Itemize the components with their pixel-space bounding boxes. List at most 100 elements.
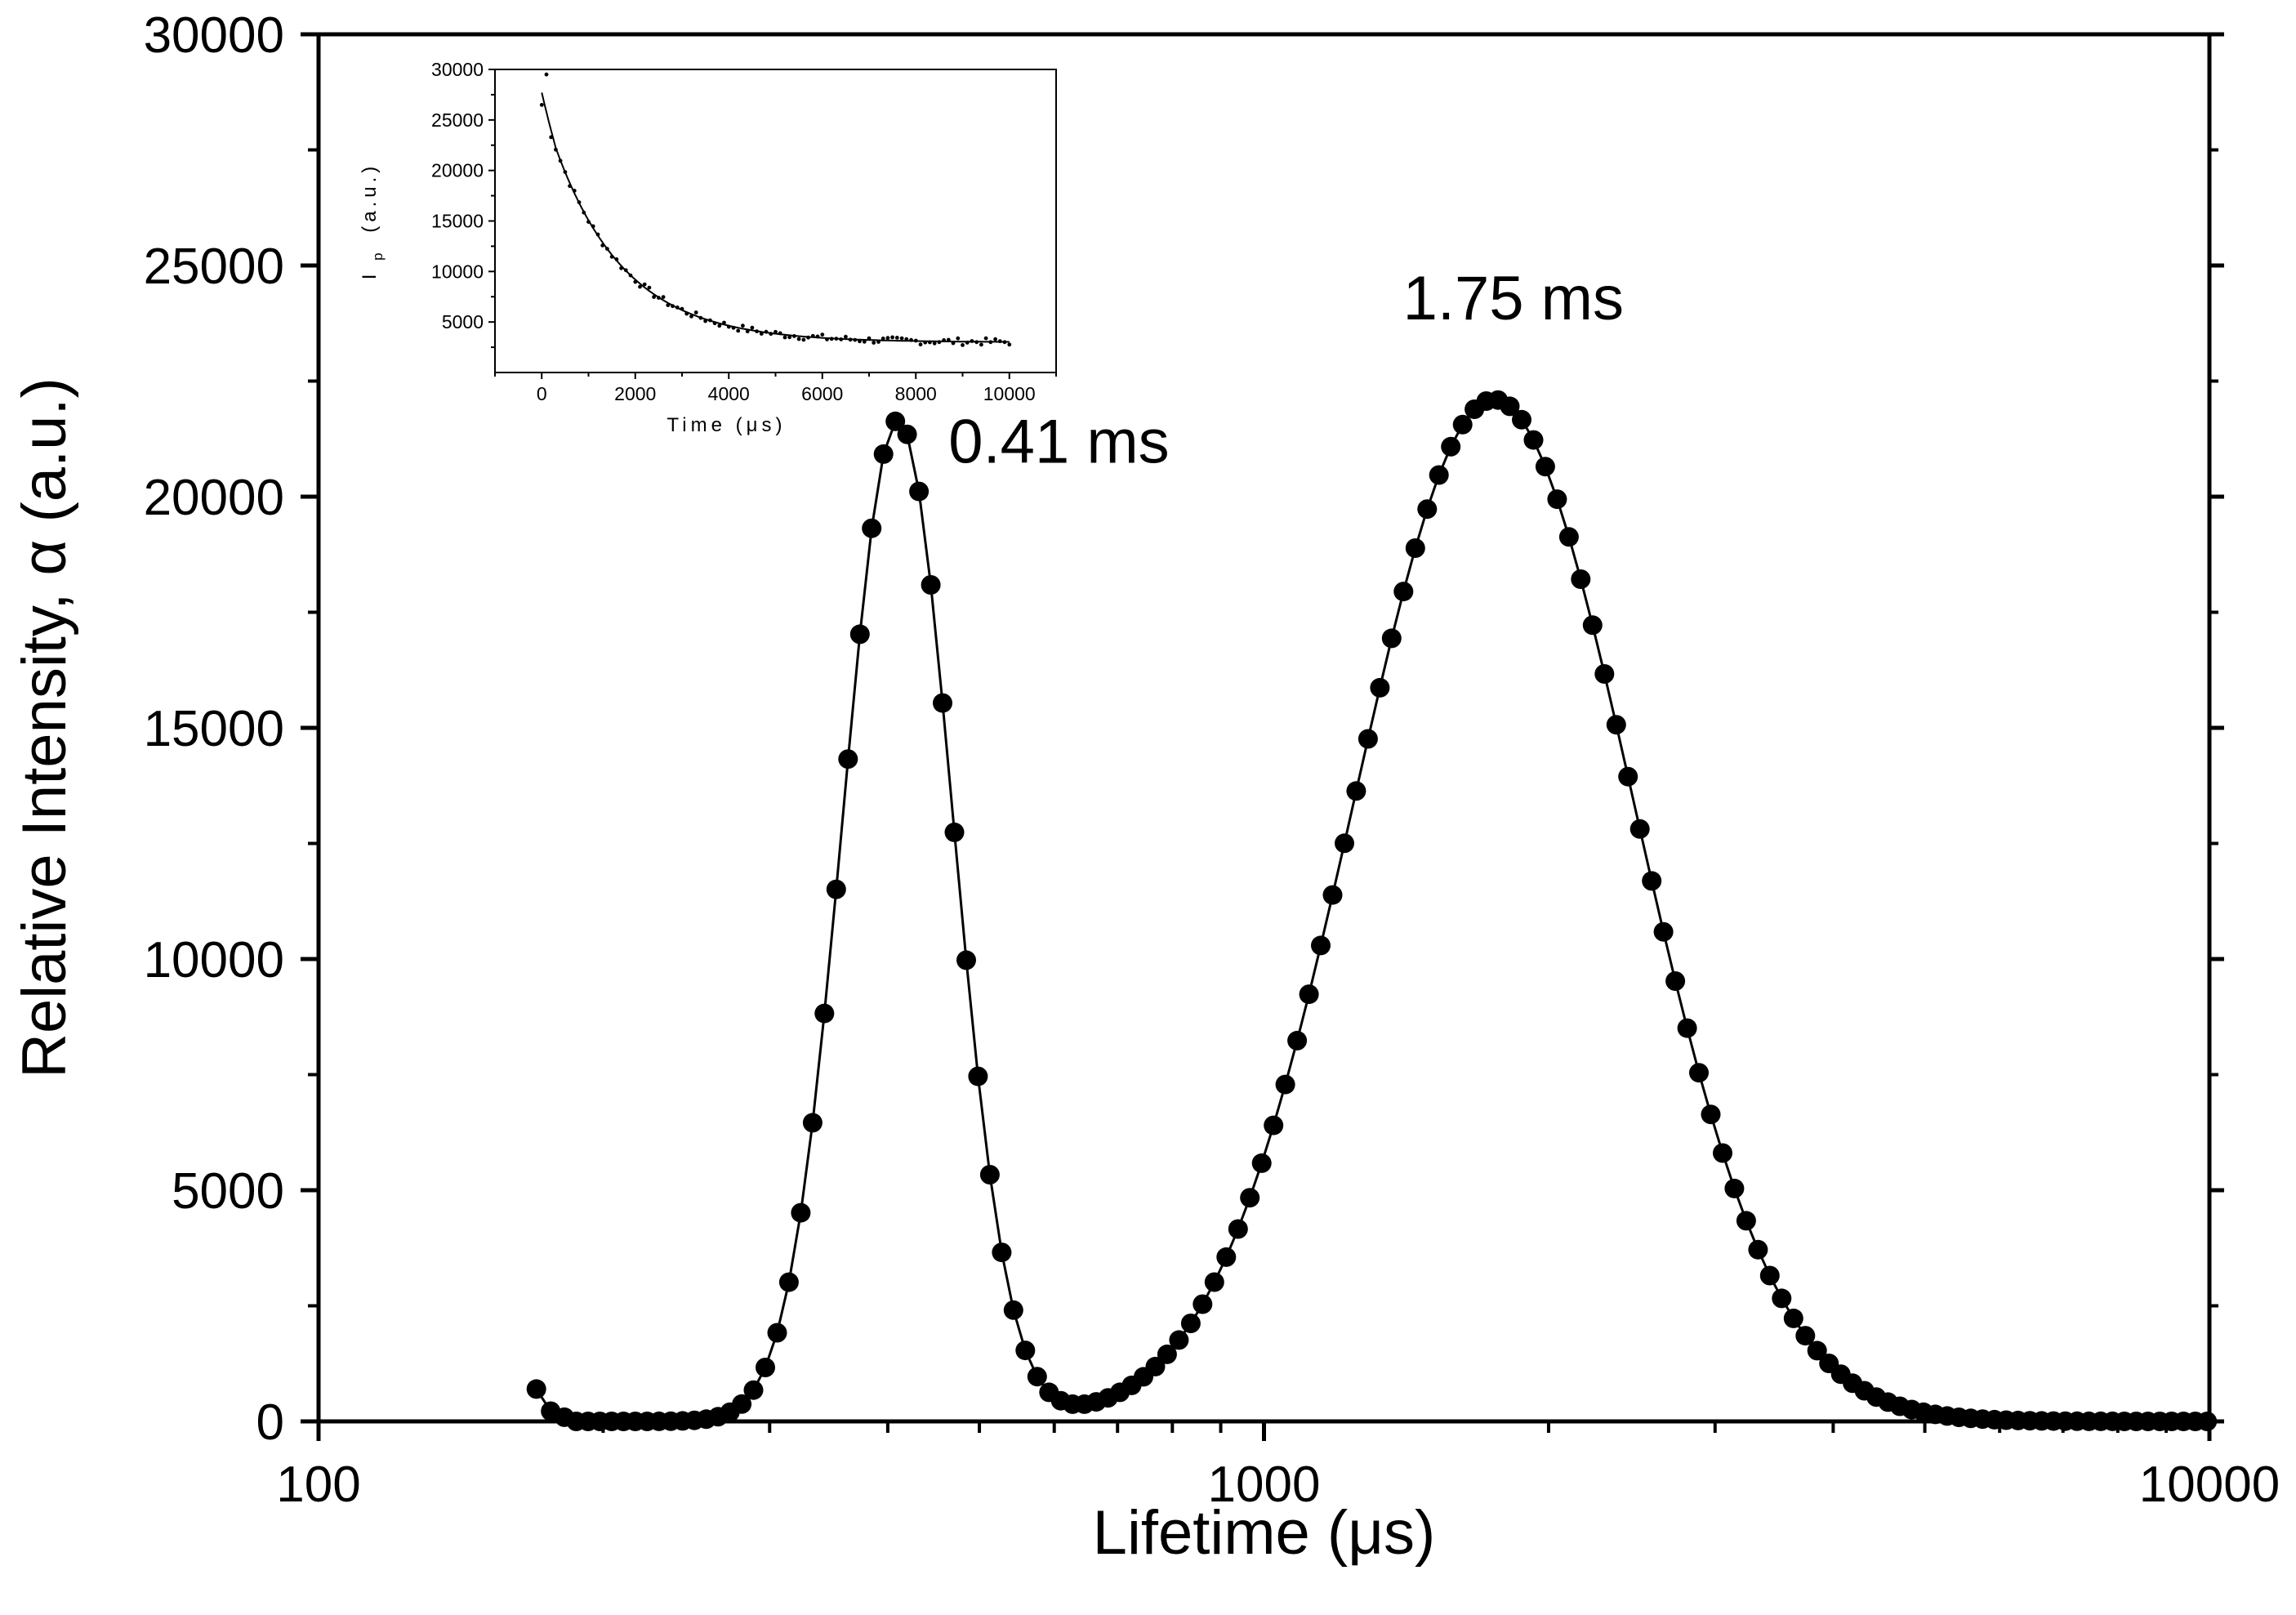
data-point	[862, 518, 882, 538]
inset-point	[549, 135, 554, 140]
y-axis-title: Relative Intensity, α (a.u.)	[10, 377, 79, 1078]
inset-point	[904, 337, 909, 341]
inset-point	[722, 320, 726, 325]
data-point	[1193, 1294, 1213, 1314]
data-point	[1558, 527, 1579, 547]
inset-point	[586, 220, 591, 224]
peak-annotation-short: 0.41 ms	[948, 408, 1169, 477]
data-point	[897, 424, 917, 444]
data-point	[1335, 833, 1354, 854]
inset-point	[764, 329, 769, 334]
inset-point	[825, 337, 829, 341]
inset-point	[600, 243, 605, 248]
inset-point	[885, 336, 890, 341]
inset-y-tick-label: 30000	[431, 59, 484, 80]
inset-point	[923, 340, 928, 345]
inset-x-tick-label: 6000	[801, 383, 843, 404]
inset-point	[628, 273, 633, 278]
data-point	[791, 1202, 811, 1223]
inset-frame	[494, 69, 1057, 373]
data-point	[979, 1165, 1000, 1184]
data-point	[1393, 582, 1414, 602]
data-point	[1287, 1030, 1308, 1051]
peak-annotation-long: 1.75 ms	[1403, 264, 1624, 333]
inset-point	[839, 337, 844, 341]
data-point	[814, 1003, 835, 1024]
inset-point	[988, 340, 993, 345]
data-point	[1322, 885, 1343, 905]
inset-point	[554, 147, 558, 152]
inset-point	[652, 295, 656, 299]
data-point	[1665, 971, 1686, 991]
data-point	[1736, 1211, 1756, 1231]
inset-point	[890, 335, 894, 340]
inset-point	[605, 247, 609, 251]
inset-y-tick-label: 10000	[431, 261, 484, 282]
inset-y-axis-units: (a.u.)	[359, 163, 381, 233]
inset-point	[675, 306, 680, 310]
inset-x-tick-label: 2000	[614, 383, 656, 404]
data-point	[838, 749, 858, 770]
inset-point	[568, 184, 572, 189]
data-point	[743, 1380, 764, 1400]
data-point	[1275, 1074, 1295, 1095]
data-point	[1346, 781, 1366, 801]
inset-point	[913, 338, 918, 343]
inset-point	[619, 265, 623, 270]
y-tick-label: 25000	[144, 239, 284, 295]
inset-point	[937, 340, 942, 345]
inset-decay-chart: 5000 10000 15000 20000 25000 30000 0 2000 4000 60…	[359, 59, 1057, 436]
inset-x-tick-label: 8000	[895, 383, 937, 404]
inset-point	[899, 336, 904, 341]
data-point	[1240, 1188, 1260, 1208]
inset-y-axis-title: I p (a.u.)	[359, 163, 387, 280]
main-series-points	[526, 390, 2218, 1431]
inset-point	[736, 328, 741, 333]
series-line	[535, 399, 2208, 1423]
data-point	[756, 1358, 775, 1377]
data-point	[1523, 430, 1544, 450]
inset-point	[858, 339, 862, 344]
inset-point	[801, 337, 806, 342]
data-point	[802, 1113, 823, 1133]
inset-point	[993, 337, 997, 341]
data-point	[1724, 1178, 1745, 1198]
inset-point	[572, 189, 577, 193]
data-point	[1452, 414, 1473, 435]
inset-point	[741, 323, 745, 328]
inset-y-tick-label: 15000	[431, 211, 484, 232]
data-point	[1204, 1272, 1224, 1292]
inset-point	[647, 285, 652, 290]
inset-point	[539, 102, 544, 107]
data-point	[1689, 1063, 1709, 1083]
inset-point	[815, 334, 820, 339]
data-point	[885, 411, 906, 431]
inset-point	[928, 340, 932, 345]
data-point	[992, 1242, 1012, 1263]
data-point	[944, 822, 965, 842]
inset-point	[774, 329, 778, 334]
inset-point	[666, 303, 671, 307]
inset-point	[623, 268, 628, 273]
inset-point	[638, 284, 642, 289]
data-point	[873, 444, 894, 464]
data-point	[1358, 729, 1378, 749]
data-point	[1027, 1367, 1047, 1387]
inset-point	[961, 343, 965, 347]
inset-point	[680, 306, 684, 311]
inset-point	[657, 296, 661, 300]
inset-point	[595, 232, 600, 237]
data-point	[1547, 489, 1567, 510]
data-point	[1216, 1247, 1237, 1267]
x-tick-label: 1000	[1208, 1457, 1321, 1513]
data-point	[826, 879, 846, 899]
data-point	[933, 693, 952, 713]
inset-point	[708, 318, 712, 323]
inset-point	[918, 342, 923, 347]
data-point	[921, 575, 941, 595]
data-point	[1299, 984, 1319, 1005]
inset-point	[853, 337, 858, 342]
data-point	[1512, 409, 1531, 430]
